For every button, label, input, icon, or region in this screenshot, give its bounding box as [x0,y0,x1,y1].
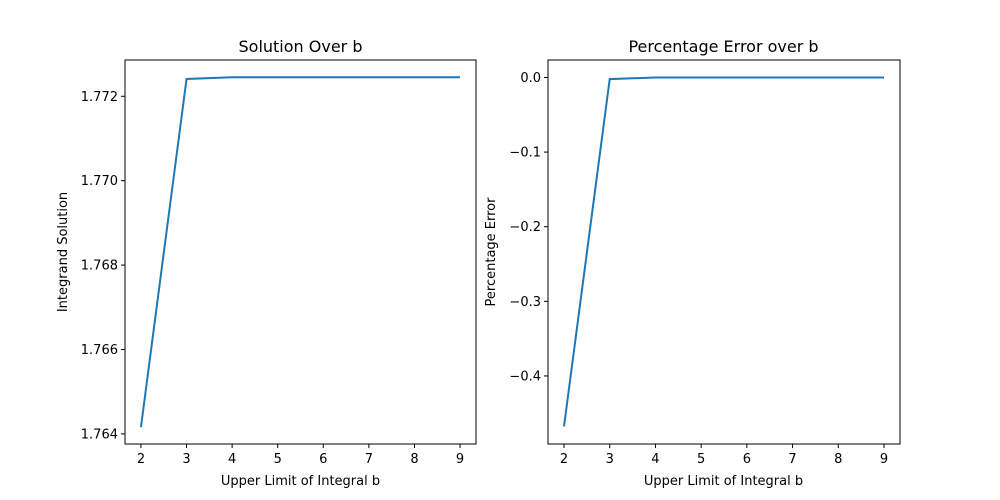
x-tick-label: 4 [228,452,236,467]
x-tick-label: 5 [697,452,705,467]
y-tick-label: −0.3 [509,295,541,310]
plot-frame [124,59,477,445]
x-tick-label: 3 [182,452,190,467]
chart-percentage-error-over-b: Percentage Error over b −0.4 −0.3 −0.2 −0.1… [484,37,901,489]
chart-title: Percentage Error over b [628,37,818,56]
y-tick-label: −0.1 [509,146,541,161]
y-axis: −0.4 −0.3 −0.2 −0.1 0.0 [509,71,548,384]
y-tick-label: 1.766 [81,343,118,358]
x-tick-label: 4 [651,452,659,467]
y-tick-label: −0.2 [509,220,541,235]
y-tick-label: 1.764 [81,427,118,442]
x-tick-label: 7 [365,452,373,467]
chart-title: Solution Over b [239,37,363,56]
x-tick-label: 2 [137,452,145,467]
y-axis-label: Integrand Solution [56,192,71,312]
x-tick-label: 9 [456,452,464,467]
x-tick-label: 5 [274,452,282,467]
x-axis-label: Upper Limit of Integral b [221,474,380,489]
x-tick-label: 7 [788,452,796,467]
x-tick-label: 8 [834,452,842,467]
x-axis-label: Upper Limit of Integral b [644,474,803,489]
x-tick-label: 6 [743,452,751,467]
x-tick-label: 3 [606,452,614,467]
y-tick-label: −0.4 [509,369,541,384]
y-tick-label: 1.772 [81,90,118,105]
x-tick-label: 2 [560,452,568,467]
x-axis: 2 3 4 5 6 7 8 9 [560,444,888,467]
y-tick-label: 1.770 [81,174,118,189]
chart-solution-over-b: Solution Over b 1.764 1.766 1.768 1.770 1.77… [56,37,477,489]
x-tick-label: 6 [319,452,327,467]
series-line [563,76,884,427]
plot-frame [547,59,901,445]
x-axis: 2 3 4 5 6 7 8 9 [137,444,464,467]
series-line [139,76,461,428]
x-tick-label: 9 [880,452,888,467]
x-tick-label: 8 [410,452,418,467]
y-axis: 1.764 1.766 1.768 1.770 1.772 [81,90,125,442]
y-axis-label: Percentage Error [484,197,499,307]
y-tick-label: 0.0 [520,71,541,86]
y-tick-label: 1.768 [81,259,118,274]
